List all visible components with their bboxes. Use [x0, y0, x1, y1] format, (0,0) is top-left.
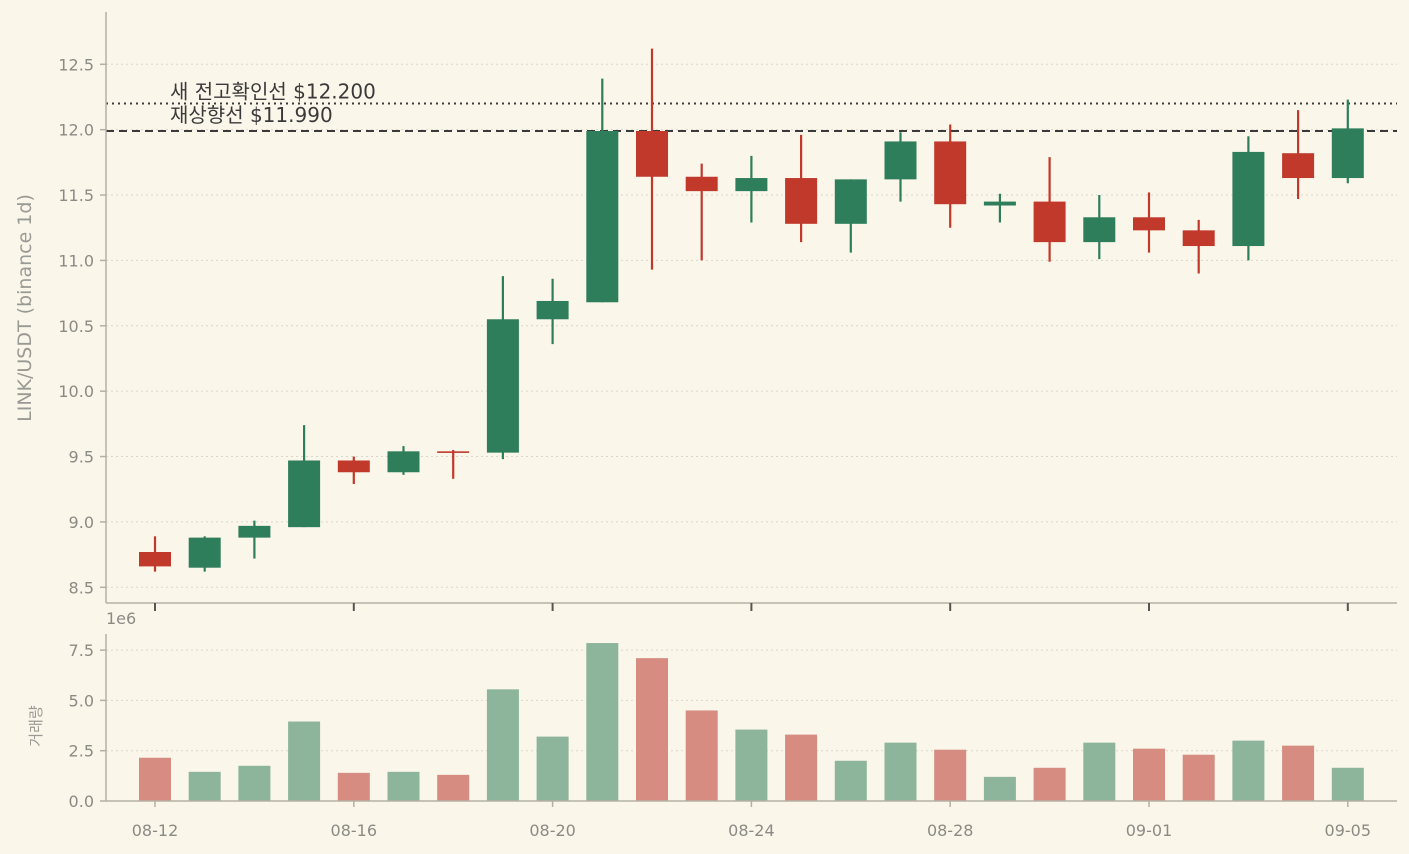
price-tick-label: 11.0 — [58, 251, 94, 270]
volume-bar — [1083, 742, 1116, 801]
price-tick-label: 10.0 — [58, 382, 94, 401]
volume-exponent-label: 1e6 — [106, 609, 136, 628]
volume-bar — [884, 742, 917, 801]
volume-bar — [586, 643, 619, 801]
volume-bar — [1033, 767, 1066, 801]
volume-bar — [834, 760, 867, 801]
x-tick-label: 08-16 — [331, 821, 378, 840]
axes — [100, 12, 1397, 807]
candles — [139, 48, 1364, 572]
price-tick-label: 12.5 — [58, 55, 94, 74]
x-tick-label: 08-12 — [132, 821, 179, 840]
x-tick-label: 09-01 — [1126, 821, 1173, 840]
price-tick-label: 9.0 — [69, 513, 94, 532]
price-tick-label: 12.0 — [58, 121, 94, 140]
volume-bar — [1133, 748, 1165, 801]
volume-bar — [387, 771, 420, 801]
volume-bar — [983, 776, 1016, 801]
volume-bar — [1182, 754, 1215, 801]
y-axis-label: LINK/USDT (binance 1d) — [14, 194, 36, 422]
candle-body — [735, 178, 768, 192]
candle-body — [1282, 153, 1315, 179]
candle-body — [983, 201, 1016, 206]
price-tick-label: 11.5 — [58, 186, 94, 205]
candle-body — [1331, 128, 1364, 179]
candle-body — [1083, 217, 1116, 243]
volume-bar — [934, 749, 967, 801]
price-tick-label: 8.5 — [69, 578, 94, 597]
volume-bars — [139, 643, 1364, 801]
price-tick-label: 9.5 — [69, 448, 94, 467]
candle-body — [536, 300, 569, 320]
volume-bar — [1232, 740, 1265, 801]
volume-bar — [636, 658, 668, 801]
volume-bar — [486, 689, 519, 801]
candle-body — [785, 178, 818, 224]
volume-bar — [735, 729, 768, 801]
price-tick-label: 10.5 — [58, 317, 94, 336]
volume-bar — [685, 710, 718, 801]
volume-bar — [139, 757, 171, 801]
volume-bar — [288, 721, 321, 801]
volume-bar — [1331, 767, 1364, 801]
candle-body — [1232, 151, 1265, 247]
volume-bar — [437, 774, 470, 801]
volume-bar — [785, 734, 818, 801]
candle-body — [486, 319, 519, 453]
candle-body — [387, 451, 420, 473]
candle-body — [834, 179, 867, 224]
x-tick-label: 08-28 — [927, 821, 974, 840]
volume-tick-label: 2.5 — [69, 742, 94, 761]
reference-line-label: 새 전고확인선 $12.200 — [170, 80, 376, 104]
volume-axis-label: 거래량 — [27, 705, 45, 747]
candle-body — [188, 537, 221, 568]
volume-tick-label: 7.5 — [69, 641, 94, 660]
x-tick-label: 08-20 — [529, 821, 576, 840]
volume-bar — [238, 765, 271, 801]
volume-bar — [337, 772, 370, 801]
candle-body — [437, 451, 470, 453]
candle-body — [1033, 201, 1066, 243]
volume-bar — [188, 771, 221, 801]
reference-line-label: 재상향선 $11.990 — [170, 103, 333, 127]
candle-body — [636, 130, 668, 177]
candle-body — [884, 141, 917, 180]
price-gridlines — [106, 63, 1397, 588]
volume-bar — [1282, 745, 1315, 801]
candle-body — [586, 130, 619, 303]
candle-body — [139, 552, 171, 567]
x-tick-label: 08-24 — [728, 821, 775, 840]
candle-body — [1133, 217, 1165, 231]
volume-bar — [536, 736, 569, 801]
volume-tick-label: 0.0 — [69, 792, 94, 811]
candle-body — [1182, 230, 1215, 247]
candle-body — [337, 460, 370, 473]
candle-body — [934, 141, 967, 205]
x-tick-label: 09-05 — [1325, 821, 1372, 840]
candle-body — [288, 460, 321, 528]
candle-body — [238, 525, 271, 538]
candle-body — [685, 176, 718, 192]
volume-tick-label: 5.0 — [69, 691, 94, 710]
tick-labels: 8.5 9.0 9.5 10.0 10.5 11.0 11.5 12.0 12.5 0.0 2.5 5… — [58, 55, 1371, 840]
